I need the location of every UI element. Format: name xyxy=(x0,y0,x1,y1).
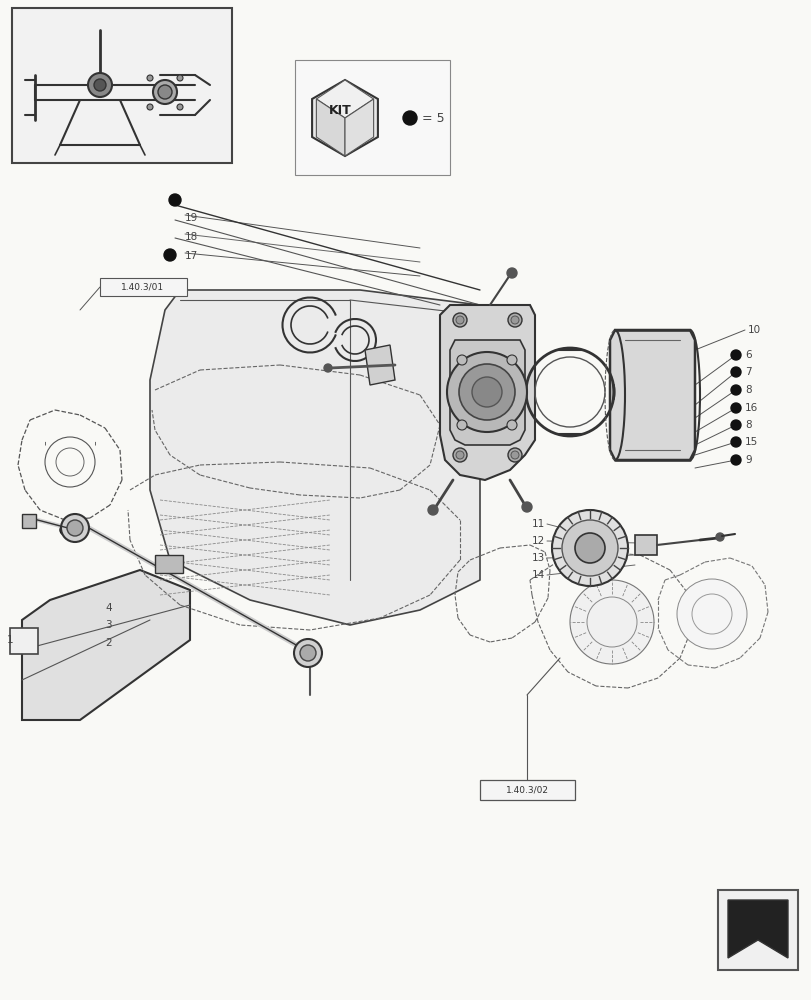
Bar xyxy=(294,60,449,175)
Circle shape xyxy=(67,520,83,536)
Bar xyxy=(12,8,232,163)
Circle shape xyxy=(299,645,315,661)
Circle shape xyxy=(506,355,517,365)
Text: 1: 1 xyxy=(7,635,14,645)
Circle shape xyxy=(551,510,627,586)
Circle shape xyxy=(88,73,112,97)
Circle shape xyxy=(61,514,89,542)
Circle shape xyxy=(715,533,723,541)
Circle shape xyxy=(457,355,466,365)
Circle shape xyxy=(508,448,521,462)
Text: 15: 15 xyxy=(744,437,757,447)
Text: 6: 6 xyxy=(744,350,751,360)
Circle shape xyxy=(453,313,466,327)
Text: 4: 4 xyxy=(105,603,111,613)
Text: 19: 19 xyxy=(185,213,198,223)
Circle shape xyxy=(158,85,172,99)
Circle shape xyxy=(60,525,70,535)
Circle shape xyxy=(521,502,531,512)
Circle shape xyxy=(574,533,604,563)
Text: 9: 9 xyxy=(744,455,751,465)
Text: 12: 12 xyxy=(531,536,544,546)
Circle shape xyxy=(730,403,740,413)
Circle shape xyxy=(294,639,322,667)
Circle shape xyxy=(164,249,176,261)
Text: 7: 7 xyxy=(744,367,751,377)
Circle shape xyxy=(561,520,617,576)
Polygon shape xyxy=(150,290,479,625)
Circle shape xyxy=(730,437,740,447)
Circle shape xyxy=(177,104,182,110)
Circle shape xyxy=(457,420,466,430)
Circle shape xyxy=(676,579,746,649)
Bar xyxy=(10,628,38,654)
Circle shape xyxy=(458,364,514,420)
Text: 11: 11 xyxy=(531,519,544,529)
Text: 10: 10 xyxy=(747,325,760,335)
Text: 16: 16 xyxy=(744,403,757,413)
Polygon shape xyxy=(316,80,373,118)
Text: 3: 3 xyxy=(105,620,111,630)
Bar xyxy=(479,780,574,800)
Circle shape xyxy=(569,580,653,664)
Circle shape xyxy=(427,505,437,515)
Circle shape xyxy=(730,385,740,395)
Circle shape xyxy=(456,316,463,324)
Text: 14: 14 xyxy=(531,570,544,580)
Text: 17: 17 xyxy=(185,251,198,261)
Circle shape xyxy=(94,79,106,91)
Bar xyxy=(717,890,797,970)
Text: 1.40.3/02: 1.40.3/02 xyxy=(505,785,547,794)
Circle shape xyxy=(730,455,740,465)
Polygon shape xyxy=(449,340,525,445)
Bar xyxy=(634,535,656,555)
Text: 8: 8 xyxy=(744,385,751,395)
Text: = 5: = 5 xyxy=(422,112,444,125)
Polygon shape xyxy=(727,900,787,958)
Circle shape xyxy=(456,451,463,459)
Circle shape xyxy=(324,364,332,372)
Circle shape xyxy=(730,367,740,377)
Polygon shape xyxy=(311,80,377,156)
Text: 18: 18 xyxy=(185,232,198,242)
Circle shape xyxy=(510,316,518,324)
Circle shape xyxy=(152,80,177,104)
Polygon shape xyxy=(316,99,345,156)
Circle shape xyxy=(177,75,182,81)
Polygon shape xyxy=(22,570,190,720)
Circle shape xyxy=(510,451,518,459)
Polygon shape xyxy=(365,345,394,385)
Text: 2: 2 xyxy=(105,638,111,648)
Polygon shape xyxy=(345,99,373,156)
Text: 1.40.3/01: 1.40.3/01 xyxy=(122,282,165,292)
Circle shape xyxy=(730,420,740,430)
Circle shape xyxy=(506,420,517,430)
Bar xyxy=(100,278,187,296)
Circle shape xyxy=(506,268,517,278)
Circle shape xyxy=(730,350,740,360)
Text: 13: 13 xyxy=(531,553,544,563)
Circle shape xyxy=(147,75,152,81)
Circle shape xyxy=(508,313,521,327)
Text: 8: 8 xyxy=(744,420,751,430)
Circle shape xyxy=(169,194,181,206)
Polygon shape xyxy=(440,305,534,480)
Text: KIT: KIT xyxy=(328,104,351,117)
Circle shape xyxy=(471,377,501,407)
Circle shape xyxy=(147,104,152,110)
Circle shape xyxy=(446,352,526,432)
Circle shape xyxy=(453,448,466,462)
Bar xyxy=(22,514,36,528)
Circle shape xyxy=(402,111,417,125)
Bar xyxy=(155,555,182,573)
Polygon shape xyxy=(609,330,694,460)
